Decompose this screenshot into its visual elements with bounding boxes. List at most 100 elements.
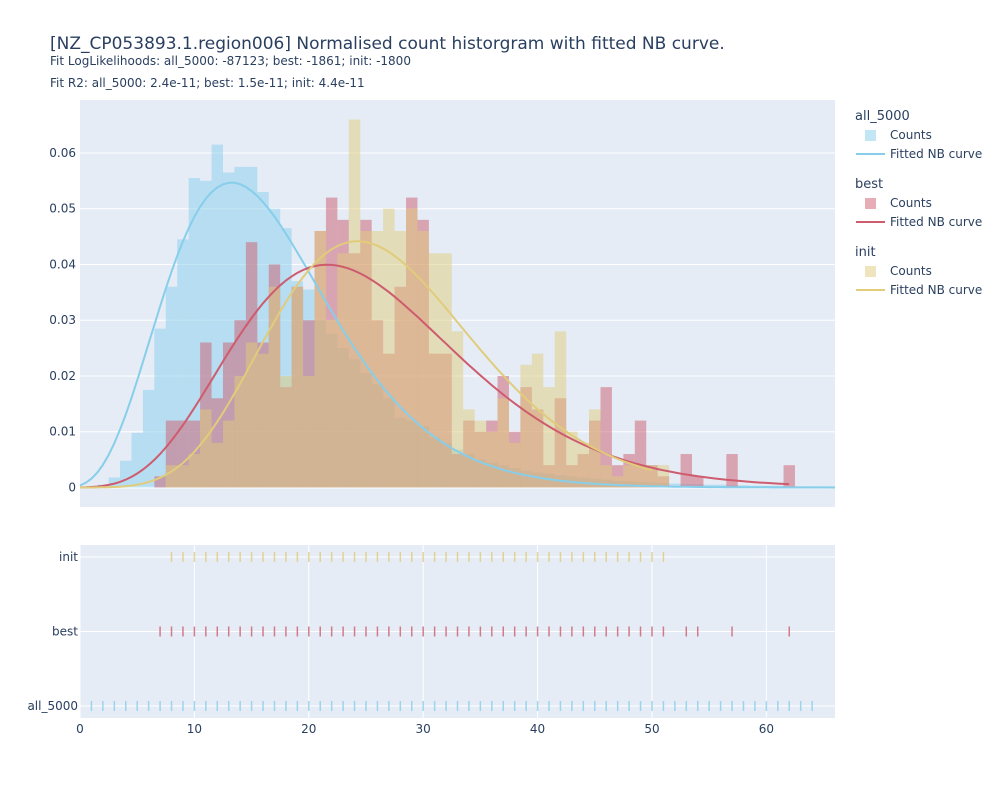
bar-all_5000	[200, 180, 212, 488]
rug-category-labels: init best all_5000	[27, 550, 78, 713]
legend-curve-label: Fitted NB curve	[890, 283, 982, 297]
bar-init	[611, 476, 624, 488]
y-tick-label: 0.01	[49, 425, 76, 439]
chart-title: [NZ_CP053893.1.region006] Normalised cou…	[50, 34, 725, 54]
bar-best	[692, 476, 704, 488]
rug-x-ticks: 0 10 20 30 40 50 60	[76, 722, 774, 736]
bar-all_5000	[142, 389, 155, 488]
bar-init	[211, 442, 223, 488]
bar-init	[394, 231, 407, 488]
bar-init	[474, 420, 487, 488]
bar-init	[165, 465, 178, 488]
legend-group-title: best	[855, 177, 883, 192]
bar-all_5000	[120, 460, 132, 488]
bar-init	[508, 442, 521, 488]
y-tick-label: 0.06	[49, 146, 76, 160]
bar-init	[486, 431, 498, 488]
bar-best	[634, 420, 647, 488]
bar-init	[440, 253, 452, 488]
x-tick-label: 60	[759, 722, 774, 736]
rug-category-label: all_5000	[27, 699, 78, 713]
bar-init	[348, 119, 361, 488]
bar-init	[623, 465, 635, 488]
bar-all_5000	[154, 328, 166, 488]
legend-curve-label: Fitted NB curve	[890, 147, 982, 161]
bar-init	[200, 409, 212, 488]
bar-init	[657, 465, 670, 488]
bar-all_5000	[108, 477, 121, 488]
legend-counts-label: Counts	[890, 128, 932, 142]
legend-counts-label: Counts	[890, 264, 932, 278]
bar-init	[303, 375, 315, 488]
curve-best	[79, 263, 790, 489]
bar-all_5000	[211, 144, 223, 488]
bar-init	[188, 454, 201, 488]
bar-init	[314, 231, 326, 488]
x-tick-label: 40	[530, 722, 545, 736]
bar-init	[222, 420, 235, 488]
bar-best	[222, 342, 235, 488]
legend-counts-swatch	[865, 130, 876, 141]
bar-init	[406, 208, 418, 488]
bar-init	[245, 342, 258, 488]
bar-init	[234, 375, 246, 488]
bar-init	[566, 431, 578, 488]
bar-best	[600, 387, 612, 488]
legend: all_5000 Counts Fitted NB curve best Counts F…	[855, 109, 982, 297]
bar-best	[680, 454, 693, 488]
bar-best	[726, 454, 738, 488]
bar-init	[291, 286, 304, 488]
bar-all_5000	[165, 286, 178, 488]
bar-init	[531, 353, 544, 488]
curve-all_5000	[79, 181, 836, 489]
bar-init	[280, 375, 292, 488]
bar-best	[177, 420, 189, 488]
fitted-curves	[79, 181, 836, 489]
bar-init	[325, 320, 338, 488]
bar-init	[646, 465, 658, 488]
bar-all_5000	[222, 172, 235, 488]
bar-all_5000	[669, 483, 681, 488]
bar-init	[360, 231, 372, 488]
rug-category-label: best	[52, 625, 78, 639]
legend-group-title: init	[855, 245, 876, 260]
legend-counts-swatch	[865, 198, 876, 209]
x-tick-label: 10	[187, 722, 202, 736]
bar-init	[337, 253, 349, 488]
bar-init	[177, 465, 189, 488]
legend-counts-label: Counts	[890, 196, 932, 210]
rug-marks	[90, 552, 813, 711]
curve-init	[80, 240, 653, 489]
bar-best	[165, 420, 178, 488]
bar-init	[428, 253, 441, 488]
histogram-y-ticks: 0 0.01 0.02 0.03 0.04 0.05 0.06	[49, 146, 76, 495]
bar-init	[417, 231, 429, 488]
x-tick-label: 0	[76, 722, 84, 736]
x-tick-label: 30	[416, 722, 431, 736]
bar-init	[383, 208, 395, 488]
bar-init	[268, 286, 281, 488]
bar-init	[497, 398, 509, 488]
bar-all_5000	[703, 484, 715, 488]
y-tick-label: 0.03	[49, 313, 76, 327]
bar-init	[463, 409, 475, 488]
bar-all_5000	[714, 484, 727, 488]
bar-init	[520, 364, 532, 488]
r2-subtitle: Fit R2: all_5000: 2.4e-11; best: 1.5e-11…	[50, 76, 365, 90]
bar-init	[554, 331, 567, 488]
bar-init	[543, 387, 555, 488]
legend-curve-label: Fitted NB curve	[890, 215, 982, 229]
bar-best	[211, 398, 223, 488]
bar-all_5000	[280, 228, 292, 488]
loglikelihood-subtitle: Fit LogLikelihoods: all_5000: -87123; be…	[50, 54, 411, 68]
bar-init	[600, 465, 612, 488]
bar-best	[783, 465, 795, 488]
x-tick-label: 20	[301, 722, 316, 736]
bar-all_5000	[131, 432, 143, 488]
x-tick-label: 50	[644, 722, 659, 736]
legend-group-title: all_5000	[855, 109, 910, 124]
y-tick-label: 0.04	[49, 257, 76, 271]
bar-init	[577, 442, 590, 488]
